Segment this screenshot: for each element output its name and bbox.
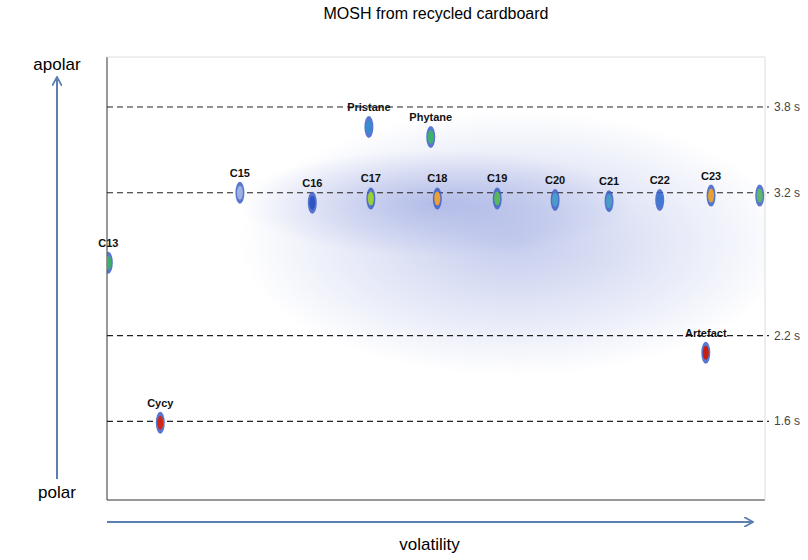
peak-core: [708, 189, 714, 203]
peak: [107, 252, 113, 274]
y-label-top: apolar: [33, 55, 81, 74]
peak-label: Artefact: [685, 327, 727, 339]
peak-core: [494, 191, 500, 205]
title: MOSH from recycled cardboard: [324, 5, 549, 22]
grid-line: [107, 421, 769, 422]
peak-label: C23: [701, 170, 721, 182]
y-tick-label: 1.6 s: [774, 414, 800, 428]
peak-label: Cycy: [147, 397, 174, 409]
peak: [493, 187, 502, 209]
peak-label: Phytane: [409, 111, 452, 123]
peak-core: [757, 189, 763, 203]
peak-label: C15: [230, 167, 250, 179]
peak-label: C22: [650, 174, 670, 186]
peak-core: [107, 256, 111, 270]
peak: [655, 189, 664, 211]
frame-top: [107, 57, 765, 58]
x-arrow: [107, 521, 752, 523]
peak: [605, 190, 614, 212]
peak-core: [368, 191, 374, 205]
peak: [426, 126, 435, 148]
peak-label: C13: [98, 237, 118, 249]
peak-core: [703, 346, 709, 360]
peak: [433, 187, 442, 209]
peak-core: [366, 120, 372, 134]
y-arrow: [56, 78, 58, 479]
peak-label: C18: [427, 172, 447, 184]
frame-right: [765, 57, 766, 500]
y-tick-label: 3.8 s: [774, 100, 800, 114]
peak-core: [157, 416, 163, 430]
y-tick-label: 3.2 s: [774, 186, 800, 200]
peak: [364, 116, 373, 138]
peak-label: Pristane: [347, 101, 390, 113]
frame-left: [107, 57, 108, 500]
peak-label: C16: [302, 177, 322, 189]
hump: [239, 150, 634, 256]
peak: [235, 182, 244, 204]
peak-label: C20: [545, 174, 565, 186]
peak: [755, 185, 764, 207]
peak-core: [237, 186, 243, 200]
peak: [701, 342, 710, 364]
grid-line: [107, 335, 769, 336]
peak: [551, 189, 560, 211]
y-label-bottom: polar: [38, 483, 76, 502]
peak-core: [657, 193, 663, 207]
peak-label: C21: [599, 175, 619, 187]
peak-label: C17: [361, 172, 381, 184]
peak: [156, 412, 165, 434]
x-label: volatility: [399, 535, 460, 554]
peak-label: C19: [487, 172, 507, 184]
peak-core: [434, 191, 440, 205]
peak-core: [606, 194, 612, 208]
peak-core: [309, 196, 315, 210]
peaks: [107, 116, 764, 434]
frame-bottom: [107, 500, 765, 501]
peak: [707, 185, 716, 207]
peak: [308, 192, 317, 214]
y-tick-label: 2.2 s: [774, 329, 800, 343]
chart: MOSH from recycled cardboard 1.6 s 2.2 s 3.…: [0, 0, 808, 560]
peak-core: [552, 193, 558, 207]
grid-line: [107, 106, 769, 107]
peak-core: [428, 130, 434, 144]
peak: [366, 187, 375, 209]
